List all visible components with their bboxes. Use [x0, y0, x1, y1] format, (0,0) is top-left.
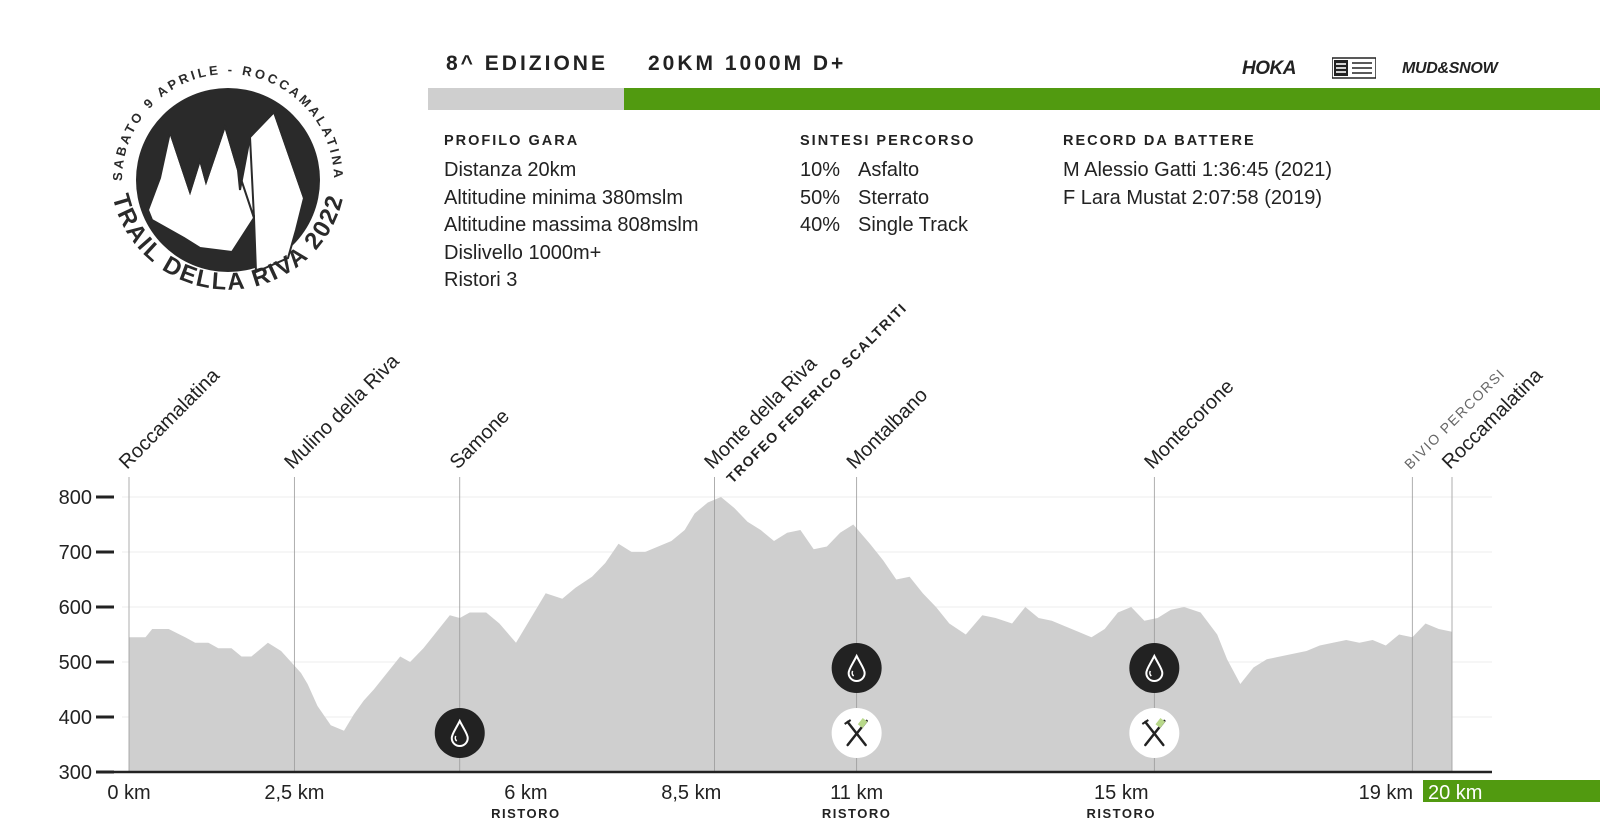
sintesi-row: 50% Sterrato: [800, 185, 975, 213]
water-drop-icon: [831, 643, 882, 693]
profilo-line: Ristori 3: [444, 269, 518, 291]
x-tick-label: 0 km: [107, 782, 150, 804]
record-line: M Alessio Gatti 1:36:45 (2021): [1063, 159, 1333, 181]
water-drop-highlight: [454, 735, 458, 742]
record-section: RECORD DA BATTERE M Alessio Gatti 1:36:4…: [1063, 133, 1332, 212]
sintesi-label: Sterrato: [858, 186, 930, 209]
waypoint-label: Montecorone: [1140, 375, 1238, 473]
ristoro-label: RISTORO: [491, 806, 561, 821]
profilo-line: Altitudine massima 808mslm: [444, 214, 699, 236]
water-drop-icon: [434, 708, 485, 758]
sintesi-row: 10% Asfalto: [800, 157, 975, 185]
x-label-highlight: [1423, 780, 1600, 802]
waypoint-subtitle: TROFEO FEDERICO SCALTRITI: [723, 299, 910, 486]
header-bar-green: [624, 88, 1600, 110]
profilo-line: Dislivello 1000m+: [444, 241, 602, 264]
sintesi-label: Asfalto: [858, 159, 920, 181]
waypoint-label: Mulino della Riva: [280, 350, 404, 474]
x-tick-label: 11 km: [830, 782, 883, 804]
x-tick-label: 6 km: [504, 782, 547, 804]
food-fork-tines: [1141, 719, 1149, 725]
header-bar-gray: [428, 88, 624, 110]
waypoint-label: Samone: [446, 405, 514, 473]
sintesi-percorso-title: SINTESI PERCORSO: [800, 133, 976, 149]
record-line: F Lara Mustat 2:07:58 (2019): [1063, 186, 1323, 209]
waypoint-label: Montalbano: [843, 384, 932, 473]
elevation-area: [129, 497, 1452, 772]
x-tick-label: 2,5 km: [264, 782, 324, 804]
profilo-line: Distanza 20km: [444, 159, 577, 181]
water-drop-shape: [847, 653, 866, 682]
y-tick-label: 800: [59, 487, 92, 509]
compressport-logo: [1332, 57, 1376, 79]
record-title: RECORD DA BATTERE: [1063, 133, 1256, 149]
x-tick-label: 15 km: [1094, 782, 1148, 804]
ristoro-label: RISTORO: [822, 806, 892, 821]
ristoro-label: RISTORO: [1087, 806, 1157, 821]
profilo-gara-section: PROFILO GARA Distanza 20km Altitudine mi…: [444, 133, 699, 295]
x-tick-label: 19 km: [1359, 782, 1413, 804]
water-drop-icon: [1129, 643, 1180, 693]
water-drop-shape: [450, 718, 469, 747]
water-drop-shape: [1145, 653, 1164, 682]
distance-summary: 20KM 1000M D+: [648, 52, 847, 75]
sintesi-label: Single Track: [858, 214, 969, 236]
water-drop-highlight: [851, 670, 855, 677]
y-tick-label: 300: [59, 762, 92, 784]
x-tick-label: 20 km: [1428, 782, 1482, 804]
food-knife-blade: [1155, 718, 1166, 728]
profilo-gara-title: PROFILO GARA: [444, 133, 580, 149]
sintesi-pct: 50%: [800, 186, 841, 209]
edition-label: 8^ EDIZIONE: [446, 52, 608, 75]
y-tick-label: 700: [59, 542, 92, 564]
y-tick-label: 500: [59, 652, 92, 674]
food-fork-tines: [844, 719, 852, 725]
profilo-line: Altitudine minima 380mslm: [444, 186, 683, 209]
event-logo: SABATO 9 APRILE - ROCCAMALATINA TRAIL DE…: [107, 62, 348, 296]
food-knife-blade: [857, 718, 868, 728]
sintesi-pct: 10%: [800, 159, 841, 181]
water-drop-highlight: [1149, 670, 1152, 677]
sintesi-pct: 40%: [800, 214, 841, 236]
hoka-logo: HOKA: [1242, 58, 1296, 79]
waypoint-label: Roccamalatina: [115, 364, 225, 474]
y-tick-label: 600: [59, 597, 92, 619]
y-tick-label: 400: [59, 707, 92, 729]
sintesi-percorso-section: SINTESI PERCORSO 10% Asfalto 50% Sterrato …: [800, 133, 975, 240]
sintesi-row: 40% Single Track: [800, 212, 975, 240]
mud-and-snow-logo: MUD&SNOW: [1402, 60, 1498, 77]
x-tick-label: 8,5 km: [661, 782, 721, 804]
